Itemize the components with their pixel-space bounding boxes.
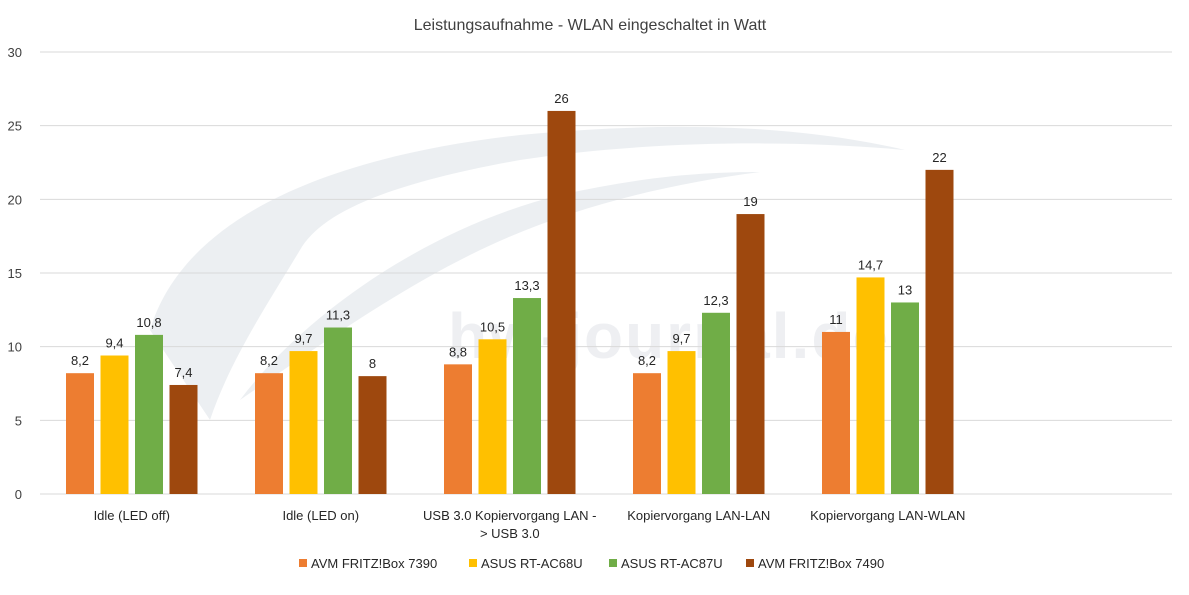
bar [925,169,954,494]
bar [891,302,919,494]
watermark-swoosh-shape [150,126,905,420]
data-label: 9,7 [672,331,690,346]
bar [66,373,94,494]
data-label: 22 [932,150,946,165]
legend-label: AVM FRITZ!Box 7490 [758,556,884,571]
x-category-label: > USB 3.0 [480,526,540,541]
legend-swatch [469,559,477,567]
data-label: 7,4 [174,365,192,380]
data-label: 9,7 [294,331,312,346]
data-label: 9,4 [105,336,123,351]
data-label: 13 [898,282,912,297]
y-tick-label: 30 [8,45,22,60]
data-label: 8,2 [71,353,89,368]
data-label: 14,7 [858,257,883,272]
data-label: 8,2 [638,353,656,368]
bar [478,339,507,494]
bar [358,376,387,494]
data-label: 13,3 [514,278,539,293]
bar [547,110,576,494]
bar [822,331,850,494]
bar [736,214,765,495]
y-tick-label: 15 [8,266,22,281]
data-label: 8 [369,356,376,371]
data-label: 8,8 [449,344,467,359]
bar [100,355,129,494]
data-labels: 8,2 8,2 8,8 8,2 11 9,4 9,7 10,5 9,7 14,7 10,8 11,3 1… [71,91,947,380]
chart-title: Leistungsaufnahme - WLAN eingeschaltet i… [414,17,767,34]
bar [667,351,696,494]
x-axis-categories: Idle (LED off) Idle (LED on) USB 3.0 Kopie… [94,508,966,541]
data-label: 12,3 [703,293,728,308]
x-category-label: Idle (LED off) [94,508,170,523]
data-label: 11,3 [326,308,350,323]
bars [66,110,954,495]
bar [169,384,198,494]
bar [324,327,352,494]
data-label: 8,2 [260,353,278,368]
legend-swatch [299,559,307,567]
bar [135,334,163,494]
y-tick-label: 0 [15,487,22,502]
x-category-label: Idle (LED on) [282,508,359,523]
y-tick-label: 25 [8,119,22,134]
legend-swatch [609,559,617,567]
x-category-label: Kopiervorgang LAN-WLAN [810,508,965,523]
y-tick-label: 5 [15,413,22,428]
y-axis-ticks: 0 5 10 15 20 25 30 [8,45,22,502]
data-label: 11 [829,312,843,327]
legend-swatch [746,559,754,567]
bar [255,373,283,494]
bar [702,312,730,494]
data-label: 26 [554,91,568,106]
x-category-label: USB 3.0 Kopiervorgang LAN - [423,508,596,523]
legend-label: AVM FRITZ!Box 7390 [311,556,437,571]
y-tick-label: 10 [8,340,22,355]
legend-label: ASUS RT-AC87U [621,556,723,571]
bar [513,298,541,494]
legend: AVM FRITZ!Box 7390 ASUS RT-AC68U ASUS RT-A… [299,556,884,571]
y-tick-label: 20 [8,192,22,207]
data-label: 10,5 [480,319,505,334]
gridlines [40,51,1172,495]
bar [633,373,661,494]
watermark-swoosh-shape-inner [240,172,760,400]
x-category-label: Kopiervorgang LAN-LAN [627,508,770,523]
bar [289,351,318,494]
bar [444,364,472,494]
data-label: 19 [743,194,757,209]
legend-label: ASUS RT-AC68U [481,556,583,571]
bar [856,277,885,494]
data-label: 10,8 [136,315,161,330]
